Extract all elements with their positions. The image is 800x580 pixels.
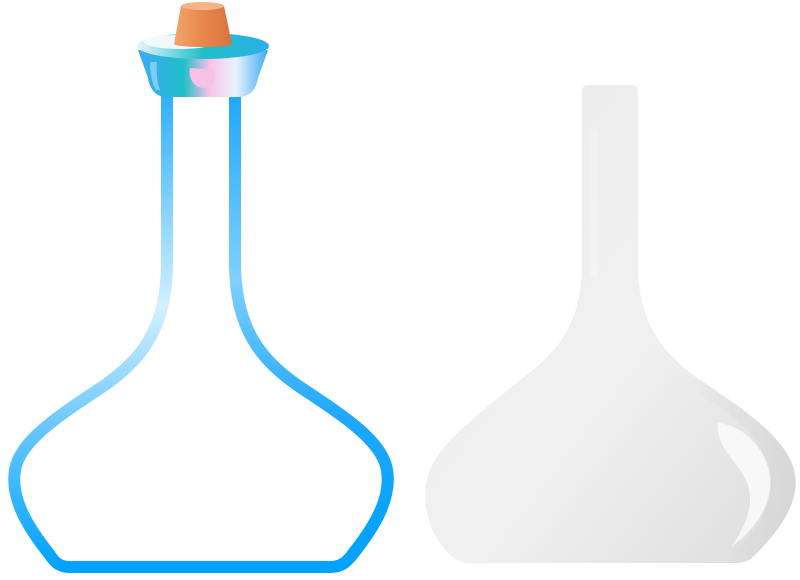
cork-stopper-icon [137,2,269,97]
flask-silhouette-icon [425,85,796,563]
flask-outline-icon [8,89,394,573]
